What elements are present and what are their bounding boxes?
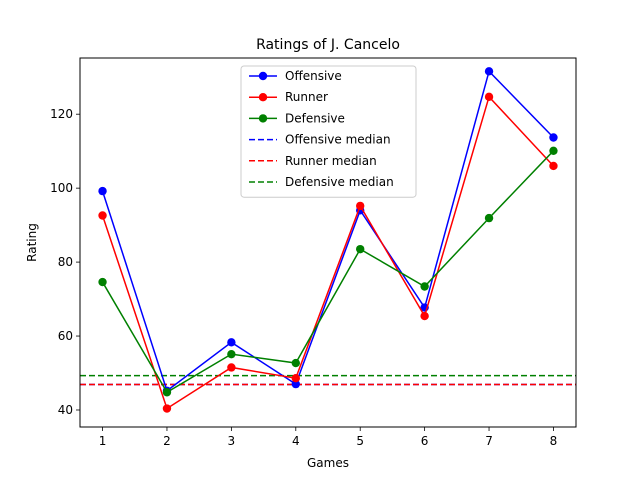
- series-point: [162, 404, 172, 413]
- x-tick-label: 8: [550, 434, 558, 448]
- ticks-layer: 1 2 3 4 5 6 7 8 40 60 80 100 120: [50, 107, 557, 448]
- x-tick-label: 2: [163, 434, 171, 448]
- series-point: [484, 92, 494, 102]
- series-point: [291, 358, 300, 368]
- series-point: [420, 311, 429, 321]
- plot-frame: [79, 57, 577, 428]
- series-point: [549, 146, 558, 156]
- series-point: [162, 388, 172, 397]
- legend-label: Defensive median: [285, 175, 394, 189]
- chart-title: Ratings of J. Cancelo: [256, 37, 400, 53]
- x-tick-label: 1: [99, 434, 107, 448]
- series-point: [549, 133, 558, 142]
- legend-label: Offensive: [285, 69, 342, 83]
- y-axis-label: Rating: [25, 223, 39, 262]
- x-tick-label: 4: [292, 434, 300, 448]
- legend-swatch-marker: [258, 71, 268, 81]
- series-point: [98, 186, 107, 196]
- series-line: [101, 150, 554, 394]
- series-point: [227, 363, 236, 372]
- series-point: [98, 277, 107, 287]
- y-tick-label: 40: [58, 403, 73, 417]
- series-line: [101, 95, 555, 410]
- series-point: [420, 282, 429, 291]
- x-tick-label: 7: [485, 434, 493, 448]
- legend-box: [240, 65, 417, 198]
- x-axis-label: Games: [307, 456, 349, 470]
- x-tick-label: 3: [228, 434, 236, 448]
- y-tick-label: 120: [50, 107, 73, 121]
- plot-layer: [80, 67, 576, 413]
- legend-label: Defensive: [285, 111, 345, 125]
- y-tick-label: 80: [58, 255, 73, 269]
- series-point: [549, 161, 558, 171]
- series-point: [356, 201, 365, 211]
- series-point: [484, 213, 494, 223]
- series-line: [101, 69, 554, 392]
- legend-label: Runner: [285, 90, 328, 104]
- legend-swatch-marker: [258, 114, 268, 123]
- series-point: [291, 373, 300, 383]
- legend-label: Runner median: [285, 154, 377, 168]
- y-tick-label: 100: [50, 181, 73, 195]
- series-point: [484, 67, 494, 76]
- legend-label: Offensive median: [285, 133, 391, 147]
- series-point: [98, 211, 107, 220]
- y-tick-label: 60: [58, 329, 73, 343]
- series-point: [227, 349, 236, 359]
- series-point: [291, 379, 300, 389]
- series-point: [227, 338, 236, 347]
- legend: Offensive Runner Defensive Offensive median…: [240, 65, 417, 198]
- x-tick-label: 5: [356, 434, 364, 448]
- series-point: [356, 244, 365, 254]
- legend-swatch-marker: [258, 93, 268, 102]
- x-tick-label: 6: [421, 434, 429, 448]
